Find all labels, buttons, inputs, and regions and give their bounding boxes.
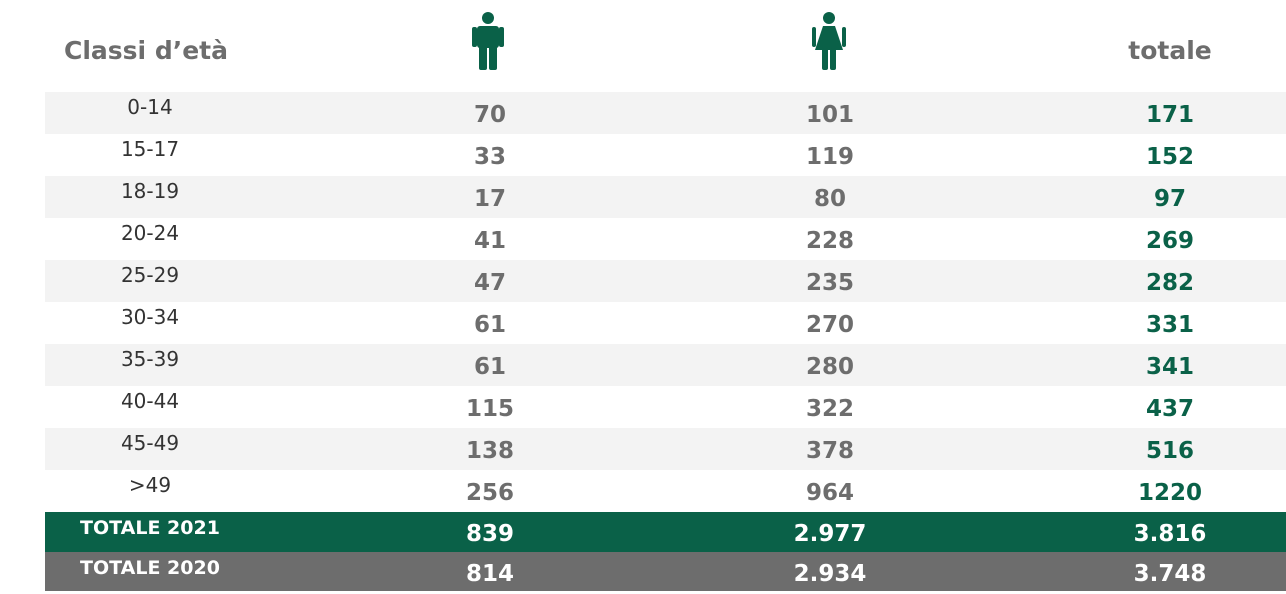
total-value: 3.816 <box>1133 521 1207 547</box>
value-cell: 70 <box>473 102 506 128</box>
total-row: TOTALE 2020 814 2.934 3.748 <box>45 552 1286 591</box>
value-cell: 80 <box>813 186 846 212</box>
table-row: 40-44 115 322 437 <box>45 386 1286 428</box>
value-cell: 152 <box>1145 144 1194 170</box>
value-cell: 41 <box>473 228 506 254</box>
value-cell: 61 <box>473 312 506 338</box>
value-cell: 115 <box>465 396 514 422</box>
table-row: 18-19 17 80 97 <box>45 176 1286 218</box>
age-class: >49 <box>128 473 172 497</box>
table-row: 25-29 47 235 282 <box>45 260 1286 302</box>
value-cell: 97 <box>1153 186 1186 212</box>
total-value: 2.977 <box>793 521 867 547</box>
age-class: 30-34 <box>120 305 180 329</box>
total-value: 814 <box>465 561 514 587</box>
value-cell: 331 <box>1145 312 1194 338</box>
total-value: 3.748 <box>1133 561 1207 587</box>
age-class: 35-39 <box>120 347 180 371</box>
age-class: 20-24 <box>120 221 180 245</box>
total-header: totale <box>1128 36 1212 65</box>
female-icon <box>812 12 846 70</box>
value-cell: 61 <box>473 354 506 380</box>
value-cell: 270 <box>805 312 854 338</box>
value-cell: 378 <box>805 438 854 464</box>
value-cell: 280 <box>805 354 854 380</box>
value-cell: 1220 <box>1137 480 1202 506</box>
age-class: 18-19 <box>120 179 180 203</box>
total-row: TOTALE 2021 839 2.977 3.816 <box>45 512 1286 552</box>
value-cell: 516 <box>1145 438 1194 464</box>
value-cell: 964 <box>805 480 854 506</box>
value-cell: 341 <box>1145 354 1194 380</box>
value-cell: 235 <box>805 270 854 296</box>
value-cell: 17 <box>473 186 506 212</box>
table-row: 0-14 70 101 171 <box>45 92 1286 134</box>
table-row: 30-34 61 270 331 <box>45 302 1286 344</box>
value-cell: 171 <box>1145 102 1194 128</box>
value-cell: 138 <box>465 438 514 464</box>
table-row: 35-39 61 280 341 <box>45 344 1286 386</box>
value-cell: 322 <box>805 396 854 422</box>
table-row: >49 256 964 1220 <box>45 470 1286 512</box>
total-label: TOTALE 2021 <box>80 517 220 539</box>
age-class: 45-49 <box>120 431 180 455</box>
table-row: 45-49 138 378 516 <box>45 428 1286 470</box>
table-row: 15-17 33 119 152 <box>45 134 1286 176</box>
table-row: 20-24 41 228 269 <box>45 218 1286 260</box>
male-icon <box>472 12 504 70</box>
total-value: 2.934 <box>793 561 867 587</box>
value-cell: 256 <box>465 480 514 506</box>
value-cell: 269 <box>1145 228 1194 254</box>
value-cell: 228 <box>805 228 854 254</box>
total-label: TOTALE 2020 <box>80 557 220 579</box>
value-cell: 101 <box>805 102 854 128</box>
age-class: 15-17 <box>120 137 180 161</box>
value-cell: 33 <box>473 144 506 170</box>
age-class: 40-44 <box>120 389 180 413</box>
value-cell: 47 <box>473 270 506 296</box>
age-header: Classi d’età <box>64 36 228 65</box>
age-class: 0-14 <box>127 95 173 119</box>
total-value: 839 <box>465 521 514 547</box>
value-cell: 437 <box>1145 396 1194 422</box>
age-class: 25-29 <box>120 263 180 287</box>
value-cell: 119 <box>805 144 854 170</box>
value-cell: 282 <box>1145 270 1194 296</box>
